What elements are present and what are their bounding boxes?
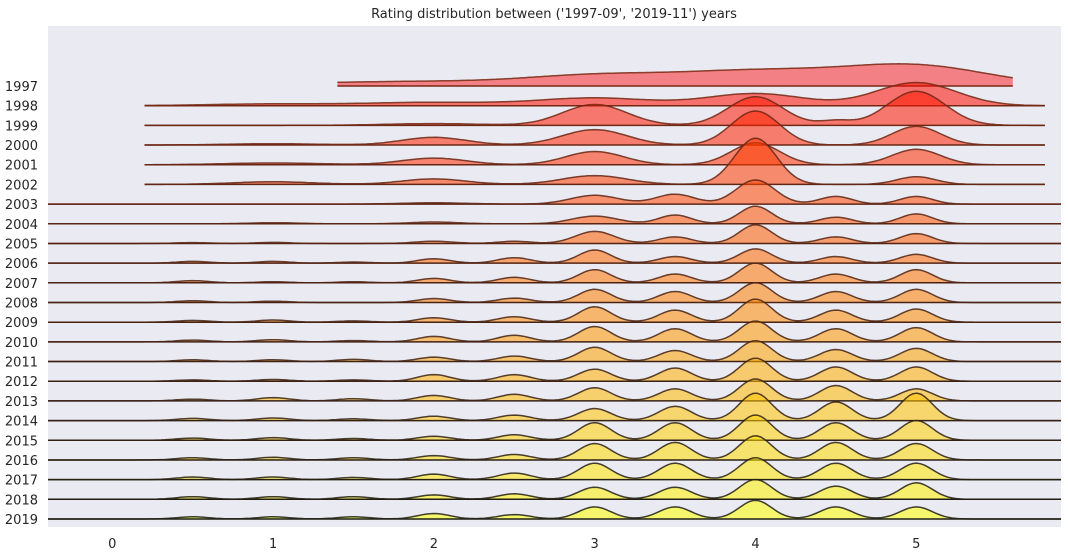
x-tick-3: 3 <box>591 537 599 552</box>
year-label-2001: 2001 <box>5 159 38 174</box>
year-label-2012: 2012 <box>5 375 38 390</box>
year-label-2015: 2015 <box>5 434 38 449</box>
ridge-2012 <box>48 357 1061 382</box>
year-label-2013: 2013 <box>5 395 38 410</box>
ridge-line-1998 <box>144 81 1045 107</box>
year-label-2019: 2019 <box>5 513 38 528</box>
year-label-2005: 2005 <box>5 238 38 253</box>
ridge-line-2016 <box>48 435 1061 461</box>
ridge-2001 <box>144 142 1045 166</box>
ridge-2018 <box>48 478 1061 501</box>
ridge-2010 <box>48 320 1061 343</box>
x-tick-labels: 0 1 2 3 4 5 <box>108 537 920 552</box>
ridge-2002 <box>144 137 1045 186</box>
ridge-area-1997 <box>337 63 1013 86</box>
x-tick-2: 2 <box>430 537 438 552</box>
year-label-2000: 2000 <box>5 139 38 154</box>
year-label-2008: 2008 <box>5 297 38 312</box>
x-tick-1: 1 <box>269 537 277 552</box>
year-label-2010: 2010 <box>5 336 38 351</box>
ridge-2013 <box>48 378 1061 402</box>
year-label-2014: 2014 <box>5 415 38 430</box>
year-label-2017: 2017 <box>5 474 38 489</box>
year-label-2003: 2003 <box>5 198 38 213</box>
year-label-1998: 1998 <box>5 100 38 115</box>
ridge-2015 <box>48 414 1061 442</box>
ridge-2006 <box>48 248 1061 264</box>
ridge-line-2000 <box>144 110 1045 146</box>
ridge-line-2017 <box>48 456 1061 481</box>
ridge-area-1999 <box>144 91 1045 126</box>
ridges-group <box>48 63 1061 520</box>
x-tick-0: 0 <box>108 537 116 552</box>
ridge-2008 <box>48 282 1061 304</box>
ridge-area-2000 <box>144 111 1045 145</box>
year-label-1999: 1999 <box>5 119 38 134</box>
ridge-2004 <box>48 205 1061 225</box>
year-labels: 1997 1998 1999 2000 2001 2002 2003 2004 2005 2006… <box>5 80 38 528</box>
year-label-2004: 2004 <box>5 218 38 233</box>
ridge-2016 <box>48 435 1061 461</box>
year-label-2018: 2018 <box>5 493 38 508</box>
ridge-2014 <box>48 392 1061 422</box>
ridge-2000 <box>144 110 1045 146</box>
ridge-2011 <box>48 339 1061 363</box>
chart-title: Rating distribution between ('1997-09', … <box>371 7 737 22</box>
year-label-2007: 2007 <box>5 277 38 292</box>
ridge-2003 <box>48 179 1061 205</box>
ridge-2017 <box>48 456 1061 481</box>
x-tick-4: 4 <box>751 537 759 552</box>
year-label-2011: 2011 <box>5 356 38 371</box>
ridge-2009 <box>48 298 1061 323</box>
ridge-2007 <box>48 262 1061 284</box>
year-label-2009: 2009 <box>5 316 38 331</box>
ridge-2005 <box>48 224 1061 245</box>
x-tick-5: 5 <box>912 537 920 552</box>
year-label-1997: 1997 <box>5 80 38 95</box>
ridge-line-2018 <box>48 478 1061 501</box>
ridge-2019 <box>48 499 1061 520</box>
ridge-line-2001 <box>144 142 1045 166</box>
ridge-1999 <box>144 90 1045 127</box>
ridge-line-2002 <box>144 137 1045 186</box>
ridge-line-1997 <box>337 63 1013 84</box>
year-label-2006: 2006 <box>5 257 38 272</box>
ridge-area-2001 <box>144 142 1045 165</box>
year-label-2016: 2016 <box>5 454 38 469</box>
year-label-2002: 2002 <box>5 178 38 193</box>
